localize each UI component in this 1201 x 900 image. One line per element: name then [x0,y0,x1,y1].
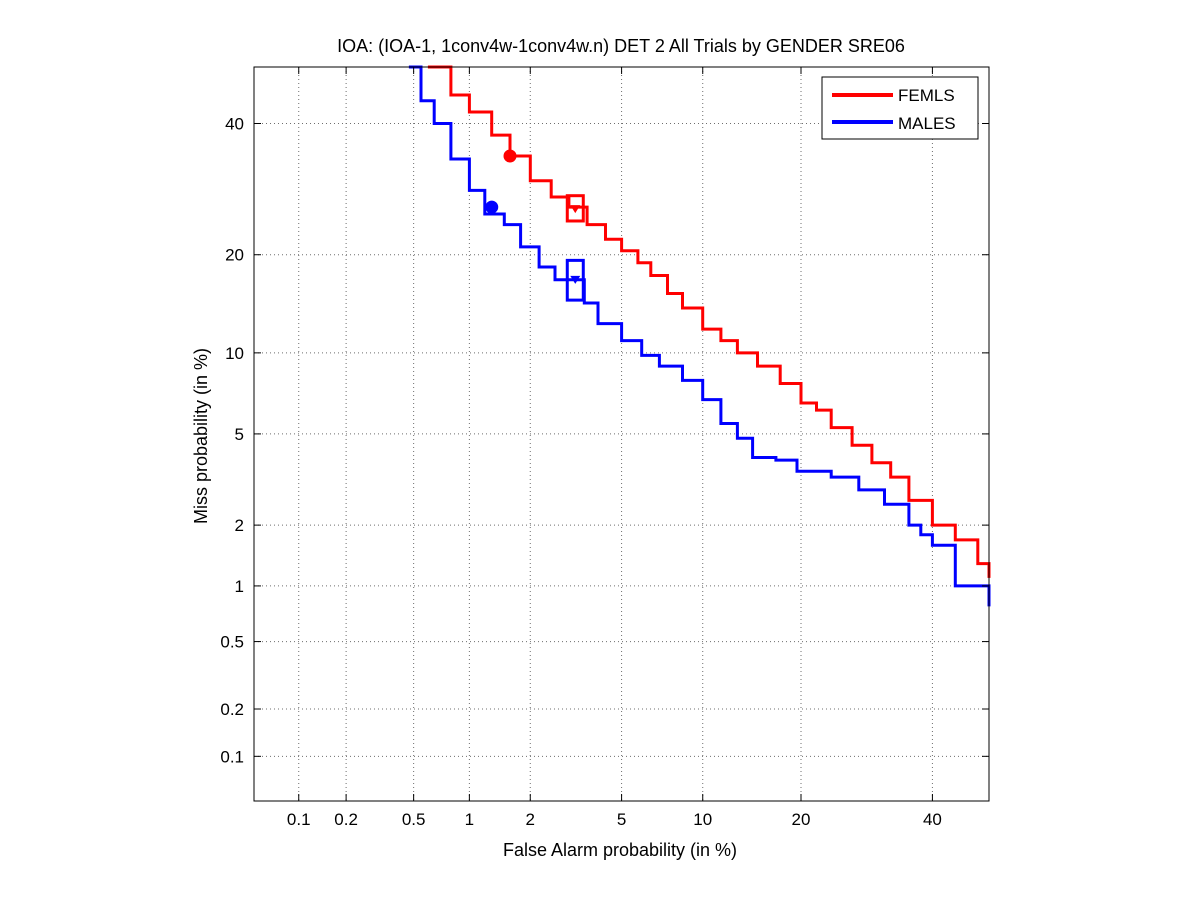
x-tick-label: 0.1 [287,810,311,829]
x-tick-label: 20 [792,810,811,829]
x-tick-label: 1 [465,810,474,829]
ticks: 0.1 0.2 0.5 1 2 5 10 20 40 0.1 0.2 0.5 1 2 5 10 20 40 [220,67,989,829]
y-tick-label: 1 [235,577,244,596]
y-tick-label: 10 [225,344,244,363]
marker-box-males [565,258,585,302]
y-tick-label: 0.5 [220,633,244,652]
marker-point-males [570,275,581,284]
x-axis-title: False Alarm probability (in %) [503,840,737,860]
series-layer [408,65,991,607]
x-tick-label: 0.2 [334,810,358,829]
x-tick-label: 10 [693,810,712,829]
y-tick-label: 5 [235,425,244,444]
chart-title: IOA: (IOA-1, 1conv4w-1conv4w.n) DET 2 Al… [337,36,905,56]
y-tick-label: 0.2 [220,700,244,719]
legend: FEMLS MALES [821,76,979,140]
marker-point-femls [570,205,581,214]
marker-layer [485,149,585,302]
legend-label-femls: FEMLS [898,86,955,105]
marker-circle-femls [503,149,517,163]
y-tick-label: 2 [235,516,244,535]
x-tick-label: 5 [617,810,626,829]
y-tick-label: 20 [225,246,244,265]
legend-box [821,76,979,140]
y-axis-title: Miss probability (in %) [191,348,211,524]
legend-label-males: MALES [898,114,956,133]
series-line-males [408,65,991,607]
x-tick-label: 2 [526,810,535,829]
marker-circle-males [485,200,499,214]
y-tick-label: 40 [225,115,244,134]
series-line-femls [427,65,991,578]
marker-box-femls [565,194,585,223]
x-tick-label: 40 [923,810,942,829]
y-tick-label: 0.1 [220,747,244,766]
x-tick-label: 0.5 [402,810,426,829]
